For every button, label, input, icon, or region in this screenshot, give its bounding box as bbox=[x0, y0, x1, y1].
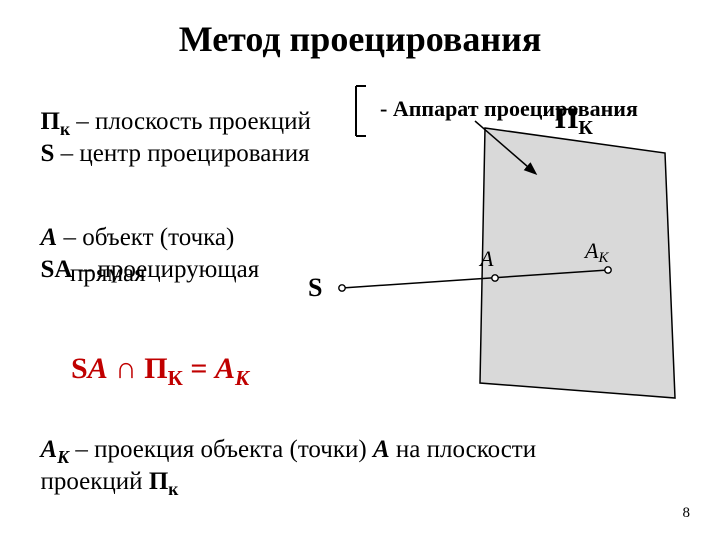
formula-eq: = bbox=[183, 352, 215, 385]
point-ak bbox=[605, 267, 611, 273]
def-ak-text2: на плоскости bbox=[390, 436, 536, 463]
def-s: S – центр проецирования bbox=[28, 112, 310, 168]
label-s: S bbox=[308, 273, 322, 302]
def-ak-a: А bbox=[373, 436, 390, 463]
point-a bbox=[492, 275, 498, 281]
def-ak-line2-sym: П bbox=[149, 468, 168, 495]
formula-cap: ∩ bbox=[108, 352, 145, 385]
formula-a: A bbox=[88, 352, 108, 385]
formula: SA ∩ ПК = AК bbox=[56, 318, 249, 391]
page-number: 8 bbox=[683, 505, 691, 522]
sym-s: S bbox=[41, 140, 55, 167]
plane-pk bbox=[480, 128, 675, 398]
def-ak-line2: проекций Пк bbox=[28, 440, 178, 500]
point-s bbox=[339, 285, 345, 291]
formula-pk: П bbox=[144, 352, 167, 385]
def-ak-line2-sub: к bbox=[168, 479, 178, 499]
formula-ak-sub: К bbox=[235, 366, 249, 390]
formula-s: S bbox=[71, 352, 88, 385]
sym-sa: SA bbox=[41, 256, 73, 283]
def-ak-line2-text: проекций bbox=[41, 468, 149, 495]
def-s-text: – центр проецирования bbox=[54, 140, 309, 167]
formula-pk-sub: К bbox=[168, 366, 183, 390]
page-title: Метод проецирования bbox=[0, 18, 720, 60]
label-a: A bbox=[478, 246, 494, 271]
formula-ak: A bbox=[215, 352, 235, 385]
def-sa-line2: прямая bbox=[70, 260, 146, 288]
projection-diagram: ПК S A AК bbox=[330, 118, 690, 408]
